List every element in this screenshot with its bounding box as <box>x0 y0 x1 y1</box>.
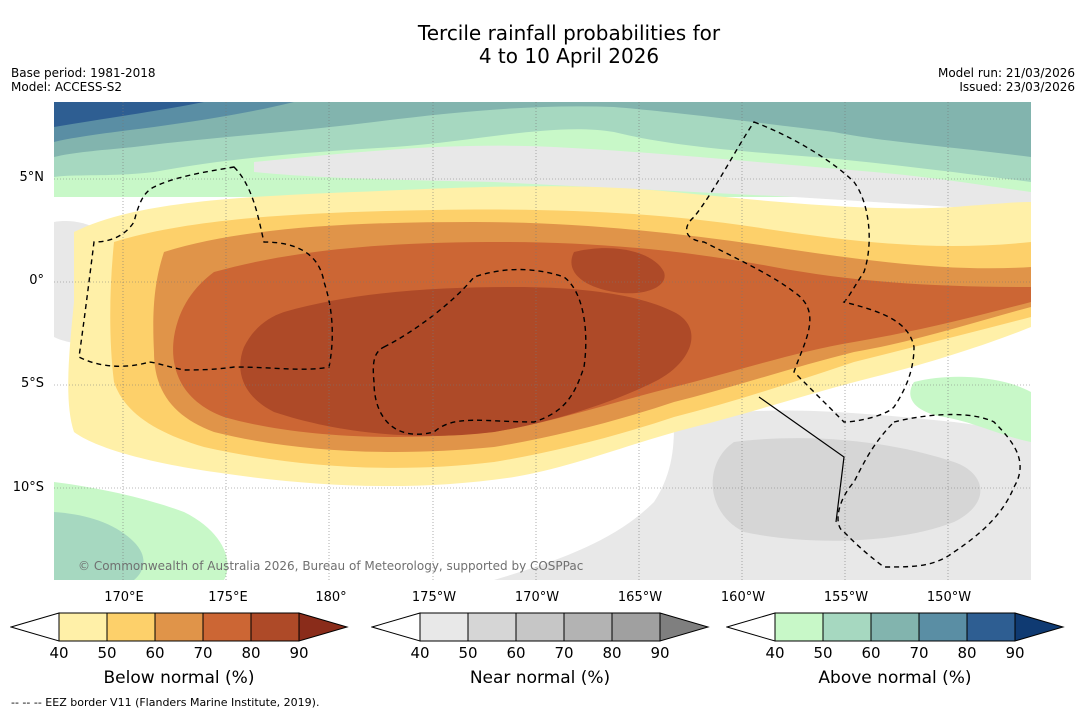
colorbar-near-label: Near normal (%) <box>469 668 611 688</box>
colorbar-near-min-arrow <box>371 612 421 642</box>
map-title: Tercile rainfall probabilities for 4 to … <box>0 22 1085 68</box>
colorbar-below-seg <box>106 612 156 642</box>
colorbar-below-label: Below normal (%) <box>103 668 255 688</box>
lon-label-175e: 175°E <box>208 590 248 605</box>
tick: 50 <box>97 644 117 662</box>
graticule <box>54 102 1031 580</box>
colorbar-above <box>726 612 1065 642</box>
tick: 80 <box>241 644 261 662</box>
lat-label-0: 0° <box>29 273 44 288</box>
tick: 40 <box>410 644 430 662</box>
base-period: Base period: 1981-2018 <box>11 66 156 80</box>
lat-label-10s: 10°S <box>12 480 44 495</box>
tick: 60 <box>506 644 526 662</box>
tick: 70 <box>193 644 213 662</box>
rainfall-probability-map <box>54 102 1031 580</box>
model-run: Model run: 21/03/2026 <box>937 66 1075 80</box>
near-normal-south-50 <box>712 438 981 541</box>
tick: 50 <box>458 644 478 662</box>
colorbar-above-max-arrow <box>1014 612 1065 642</box>
colorbar-near-seg <box>419 612 469 642</box>
above-band-north-90 <box>54 102 204 127</box>
colorbar-near <box>371 612 710 642</box>
colorbar-above-seg <box>966 612 1016 642</box>
colorbar-below <box>10 612 349 642</box>
eez-border-solid <box>758 396 845 523</box>
lat-label-5s: 5°S <box>20 376 44 391</box>
lon-label-175w: 175°W <box>411 590 457 605</box>
lon-label-160w: 160°W <box>720 590 766 605</box>
lon-label-150w: 150°W <box>926 590 972 605</box>
lon-label-180: 180° <box>315 590 347 605</box>
tick: 70 <box>554 644 574 662</box>
colorbar-below-seg <box>58 612 108 642</box>
colorbar-near-seg <box>563 612 613 642</box>
eez-border-cook <box>837 413 1021 568</box>
colorbar-below-min-arrow <box>10 612 60 642</box>
tick: 40 <box>49 644 69 662</box>
lon-label-170w: 170°W <box>514 590 560 605</box>
colorbar-near-seg <box>515 612 565 642</box>
issued-date: Issued: 23/03/2026 <box>959 80 1075 94</box>
meta-right: Model run: 21/03/2026 Issued: 23/03/2026 <box>938 66 1075 94</box>
colorbar-above-label: Above normal (%) <box>818 668 972 688</box>
eez-footnote: -- -- -- EEZ border V11 (Flanders Marine… <box>11 696 320 709</box>
below-normal-80 <box>240 287 692 436</box>
colorbar-near-seg <box>611 612 661 642</box>
tick: 70 <box>909 644 929 662</box>
tick: 60 <box>145 644 165 662</box>
lat-label-5n: 5°N <box>19 170 45 185</box>
tick: 90 <box>1005 644 1025 662</box>
lon-label-165w: 165°W <box>617 590 663 605</box>
colorbar-above-seg <box>774 612 824 642</box>
colorbar-below-seg <box>202 612 252 642</box>
colorbar-below-max-arrow <box>298 612 349 642</box>
meta-left: Base period: 1981-2018 Model: ACCESS-S2 <box>11 66 156 94</box>
tick: 90 <box>650 644 670 662</box>
colorbar-below-seg <box>250 612 300 642</box>
tick: 90 <box>289 644 309 662</box>
tick: 80 <box>957 644 977 662</box>
model-name: Model: ACCESS-S2 <box>11 80 123 94</box>
above-band-southwest-50 <box>54 512 144 580</box>
eez-border-kiribati <box>78 166 333 371</box>
colorbar-above-seg <box>870 612 920 642</box>
tick: 40 <box>765 644 785 662</box>
above-band-north-70 <box>54 102 1031 157</box>
colorbar-near-max-arrow <box>659 612 710 642</box>
tick: 50 <box>813 644 833 662</box>
colorbar-above-min-arrow <box>726 612 776 642</box>
eez-border-line-islands <box>685 121 915 423</box>
colorbar-above-seg <box>918 612 968 642</box>
lon-label-155w: 155°W <box>823 590 869 605</box>
colorbar-below-seg <box>154 612 204 642</box>
lon-label-170e: 170°E <box>104 590 144 605</box>
eez-border-tokelau <box>372 268 587 435</box>
title-line-1: Tercile rainfall probabilities for <box>417 21 721 45</box>
tick: 60 <box>861 644 881 662</box>
title-line-2: 4 to 10 April 2026 <box>478 44 660 68</box>
tick: 80 <box>602 644 622 662</box>
above-band-southeast <box>910 376 1031 442</box>
colorbar-above-seg <box>822 612 872 642</box>
colorbar-near-seg <box>467 612 517 642</box>
copyright-credit: © Commonwealth of Australia 2026, Bureau… <box>78 559 584 573</box>
